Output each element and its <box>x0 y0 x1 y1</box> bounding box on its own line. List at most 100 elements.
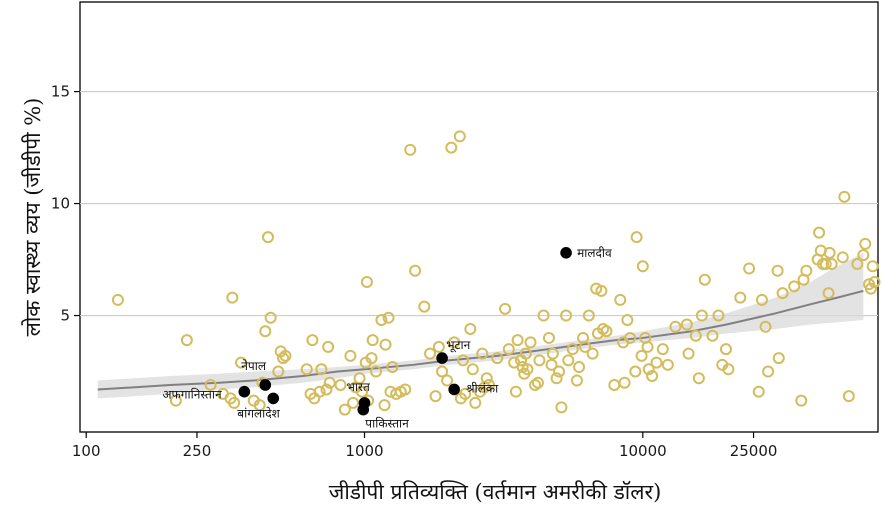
data-point <box>719 343 732 356</box>
data-point <box>322 340 335 353</box>
data-point <box>550 372 563 385</box>
data-point <box>466 363 479 376</box>
data-point <box>334 378 347 391</box>
data-point <box>771 264 784 277</box>
data-point <box>542 331 555 344</box>
highlighted-point <box>560 247 572 259</box>
data-point <box>800 264 813 277</box>
data-point <box>306 334 319 347</box>
data-point <box>866 260 879 273</box>
point-label: नेपाल <box>241 359 267 373</box>
data-point <box>788 280 801 293</box>
x-tick-label: 100 <box>72 442 101 460</box>
data-point <box>646 370 659 383</box>
data-point <box>436 365 449 378</box>
data-point <box>595 284 608 297</box>
data-point <box>480 372 493 385</box>
data-point <box>404 143 417 156</box>
data-point <box>722 363 735 376</box>
data-point <box>566 343 579 356</box>
data-point <box>838 190 851 203</box>
data-point <box>624 331 637 344</box>
data-point <box>755 293 768 306</box>
x-tick-label: 25000 <box>730 442 778 460</box>
data-point <box>386 361 399 374</box>
data-point <box>521 363 534 376</box>
data-point <box>689 329 702 342</box>
data-point <box>864 282 877 295</box>
data-point <box>813 226 826 239</box>
data-point <box>656 343 669 356</box>
highlighted-point <box>259 379 272 391</box>
y-axis-title: लोक स्वास्थ्य व्यय (जीडीपी %) <box>21 98 45 337</box>
point-label: श्रीलंका <box>466 381 499 395</box>
data-point <box>562 354 575 367</box>
data-point <box>743 262 756 275</box>
data-point <box>692 372 705 385</box>
x-axis: 100 250 1000 10000 25000 <box>72 432 778 460</box>
point-label: भूटान <box>446 338 471 353</box>
data-point <box>399 383 412 396</box>
data-point <box>448 336 461 349</box>
point-label: बांगलादेश <box>237 406 280 420</box>
data-point <box>560 309 573 322</box>
highlighted-point <box>357 403 370 416</box>
point-label: अफगानिस्तान <box>162 388 222 402</box>
data-point <box>734 291 747 304</box>
data-point <box>680 318 693 331</box>
data-point <box>180 334 193 347</box>
data-point <box>759 320 772 333</box>
data-point <box>111 293 124 306</box>
data-point <box>378 399 391 412</box>
data-point <box>459 387 472 400</box>
data-point <box>482 378 495 391</box>
data-point <box>859 237 872 250</box>
data-point <box>502 343 515 356</box>
data-point <box>823 246 836 259</box>
data-point <box>313 385 326 398</box>
data-point <box>253 399 266 412</box>
data-point <box>762 365 775 378</box>
data-point <box>642 363 655 376</box>
data-point <box>712 309 725 322</box>
data-point <box>418 300 431 313</box>
data-point <box>264 311 277 324</box>
data-point <box>531 376 544 389</box>
highlighted-point <box>436 352 448 364</box>
data-point <box>752 385 765 398</box>
data-point <box>706 329 719 342</box>
data-point <box>641 340 654 353</box>
data-point <box>272 365 285 378</box>
data-point <box>573 361 586 374</box>
data-point <box>235 356 248 369</box>
data-point <box>695 309 708 322</box>
data-point <box>338 403 351 416</box>
data-point <box>491 352 504 365</box>
data-point <box>300 363 313 376</box>
x-tick-label: 1000 <box>345 442 383 460</box>
data-point <box>457 354 470 367</box>
data-point <box>315 363 328 376</box>
data-point <box>509 385 522 398</box>
data-point <box>546 347 559 360</box>
data-point <box>353 372 366 385</box>
data-point <box>344 349 357 362</box>
data-point <box>698 273 711 286</box>
data-point <box>776 287 789 300</box>
data-point <box>555 401 568 414</box>
data-point <box>169 394 182 407</box>
data-point <box>570 374 583 387</box>
y-axis: 5 10 15 <box>51 83 80 325</box>
data-point <box>825 258 838 271</box>
data-point <box>533 354 546 367</box>
data-point <box>629 365 642 378</box>
data-point <box>226 291 239 304</box>
data-point <box>661 358 674 371</box>
data-point <box>370 365 383 378</box>
data-point <box>356 385 369 398</box>
data-point <box>204 378 217 391</box>
plot-area <box>79 1 879 433</box>
data-point <box>529 378 542 391</box>
data-point <box>621 314 634 327</box>
data-point <box>320 383 333 396</box>
